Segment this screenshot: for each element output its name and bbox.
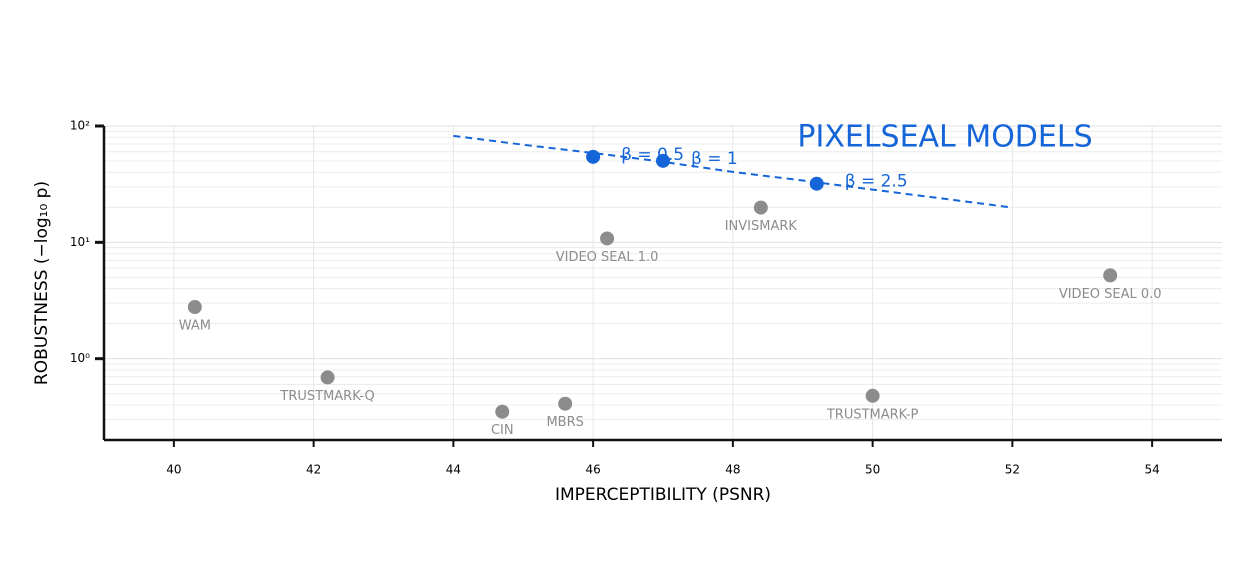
x-tick-label: 48 xyxy=(725,463,740,477)
x-tick-label: 54 xyxy=(1144,463,1159,477)
point-label: MBRS xyxy=(546,415,583,430)
point-label: TRUSTMARK-Q xyxy=(279,389,374,404)
x-tick-label: 44 xyxy=(446,463,461,477)
point xyxy=(753,200,768,215)
point xyxy=(1103,268,1118,283)
x-tick-label: 46 xyxy=(585,463,600,477)
x-tick-label: 50 xyxy=(865,463,880,477)
point-label: β = 2.5 xyxy=(845,172,908,192)
point xyxy=(320,370,335,385)
x-tick-label: 52 xyxy=(1005,463,1020,477)
point xyxy=(809,176,824,191)
point xyxy=(656,153,670,168)
point xyxy=(187,300,202,315)
point xyxy=(558,396,573,411)
point-label: CIN xyxy=(491,423,514,438)
point-label: TRUSTMARK-P xyxy=(826,407,919,422)
point xyxy=(600,231,615,246)
x-axis-label: IMPERCEPTIBILITY (PSNR) xyxy=(555,485,771,505)
point-label: VIDEO SEAL 0.0 xyxy=(1059,287,1162,302)
point-label: β = 0.5 xyxy=(621,145,684,165)
point xyxy=(586,149,601,164)
point-label: INVISMARK xyxy=(725,219,798,234)
fit-line xyxy=(453,134,1013,209)
x-tick-label: 40 xyxy=(166,463,181,477)
y-tick-label: 10⁰ xyxy=(70,351,90,365)
point-label: WAM xyxy=(179,319,211,334)
point xyxy=(865,388,880,403)
y-tick-label: 10² xyxy=(70,119,90,133)
point-label: VIDEO SEAL 1.0 xyxy=(556,250,659,265)
x-tick-label: 42 xyxy=(306,463,321,477)
y-axis-label: ROBUSTNESS (−log₁₀ p) xyxy=(32,181,52,385)
point-label: β = 1 xyxy=(691,149,738,169)
y-tick-label: 10¹ xyxy=(70,235,90,249)
point xyxy=(495,404,510,419)
annotation: PIXELSEAL MODELS xyxy=(797,120,1092,155)
